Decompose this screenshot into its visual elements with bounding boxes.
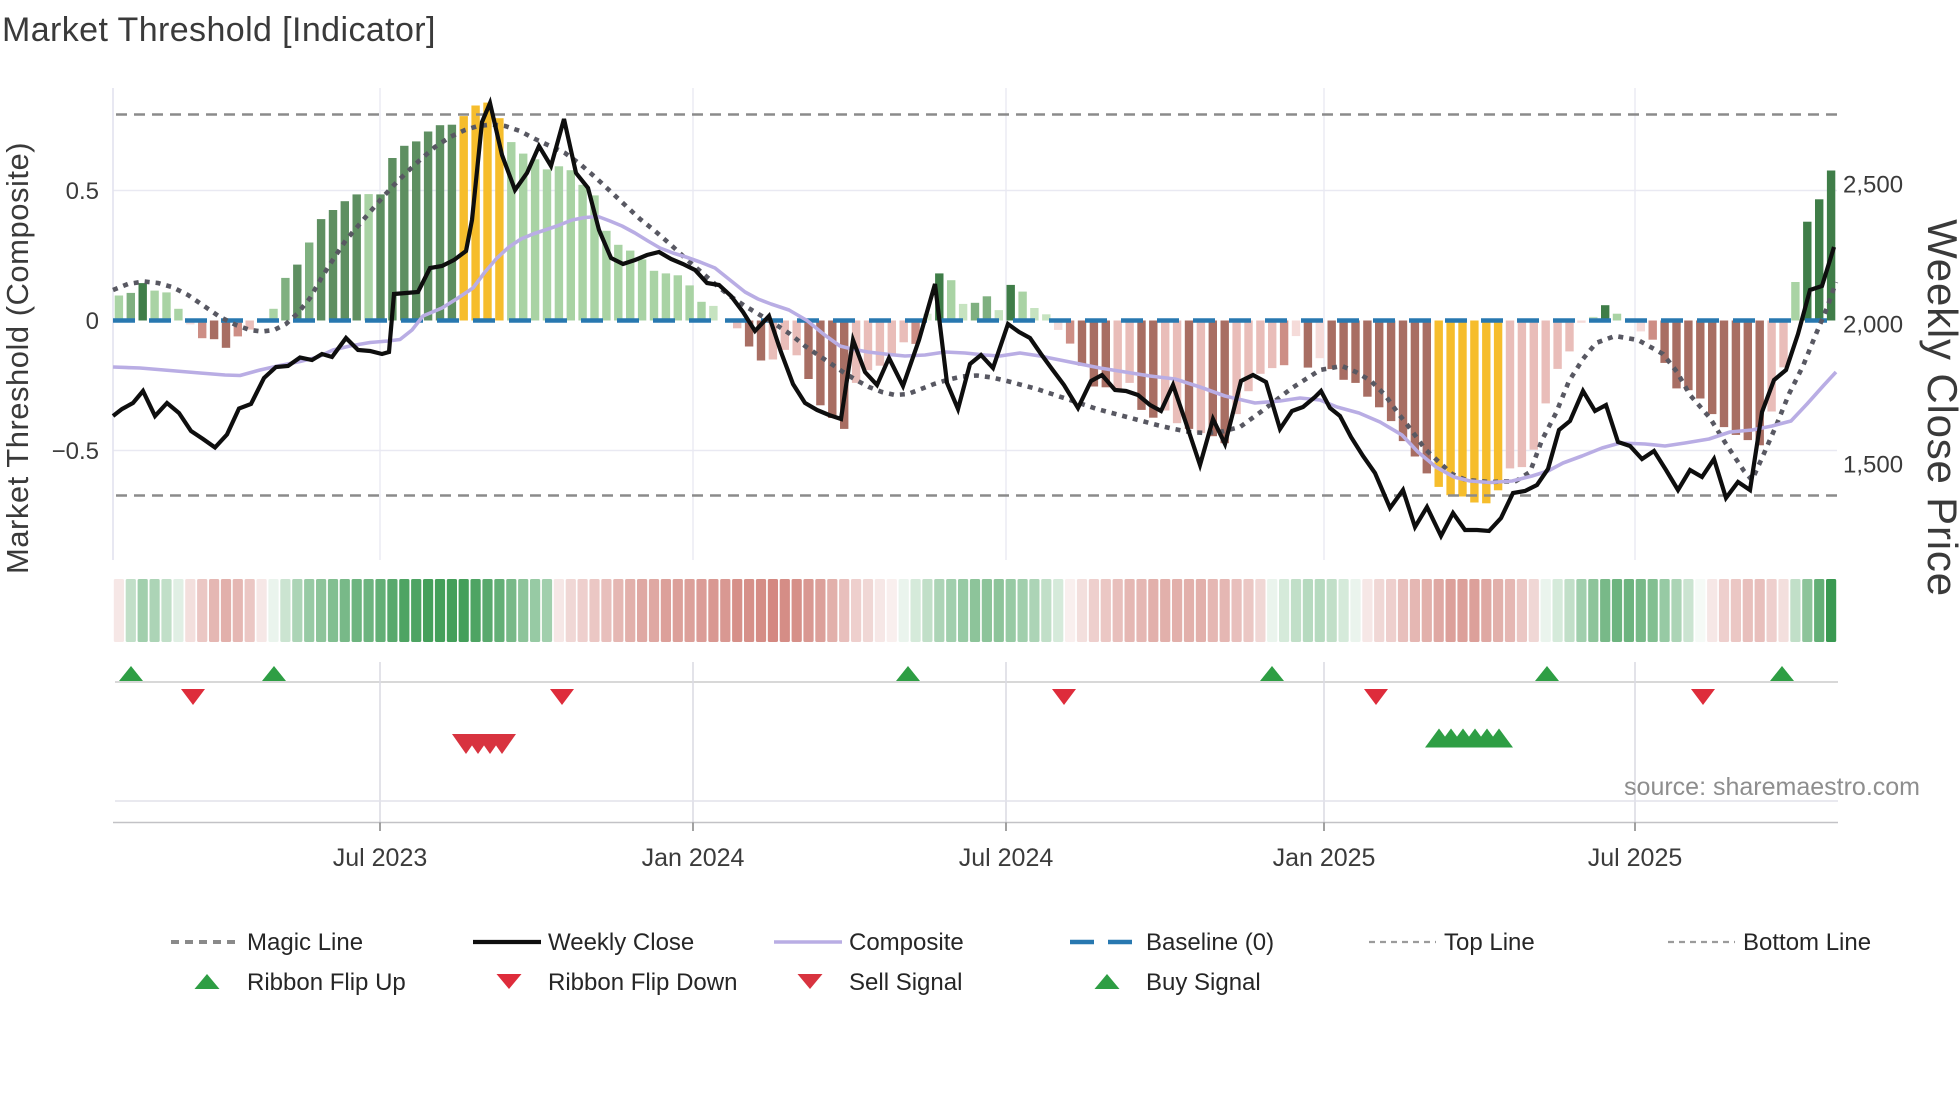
svg-text:0: 0 bbox=[86, 308, 99, 335]
svg-text:Bottom Line: Bottom Line bbox=[1743, 929, 1871, 956]
svg-text:Ribbon Flip Up: Ribbon Flip Up bbox=[247, 969, 406, 996]
svg-text:Top Line: Top Line bbox=[1444, 929, 1535, 956]
svg-text:Jul 2023: Jul 2023 bbox=[333, 844, 428, 872]
svg-text:Baseline (0): Baseline (0) bbox=[1146, 929, 1274, 956]
svg-text:Weekly Close Price: Weekly Close Price bbox=[1919, 219, 1960, 597]
svg-text:Buy Signal: Buy Signal bbox=[1146, 969, 1261, 996]
svg-text:Market Threshold [Indicator]: Market Threshold [Indicator] bbox=[2, 11, 436, 49]
svg-text:0.5: 0.5 bbox=[66, 178, 99, 205]
svg-text:2,000: 2,000 bbox=[1843, 312, 1903, 339]
svg-text:Magic Line: Magic Line bbox=[247, 929, 363, 956]
svg-text:Ribbon Flip Down: Ribbon Flip Down bbox=[548, 969, 737, 996]
svg-text:Jan 2024: Jan 2024 bbox=[642, 844, 745, 872]
svg-text:source: sharemaestro.com: source: sharemaestro.com bbox=[1624, 773, 1920, 801]
svg-text:1,500: 1,500 bbox=[1843, 452, 1903, 479]
svg-text:Jul 2024: Jul 2024 bbox=[959, 844, 1054, 872]
svg-text:Composite: Composite bbox=[849, 929, 964, 956]
svg-text:Jul 2025: Jul 2025 bbox=[1588, 844, 1683, 872]
svg-text:Weekly Close: Weekly Close bbox=[548, 929, 694, 956]
svg-text:Jan 2025: Jan 2025 bbox=[1273, 844, 1376, 872]
svg-text:Sell Signal: Sell Signal bbox=[849, 969, 962, 996]
svg-text:Market Threshold (Composite): Market Threshold (Composite) bbox=[0, 142, 35, 574]
svg-text:2,500: 2,500 bbox=[1843, 172, 1903, 199]
svg-text:−0.5: −0.5 bbox=[52, 438, 99, 465]
